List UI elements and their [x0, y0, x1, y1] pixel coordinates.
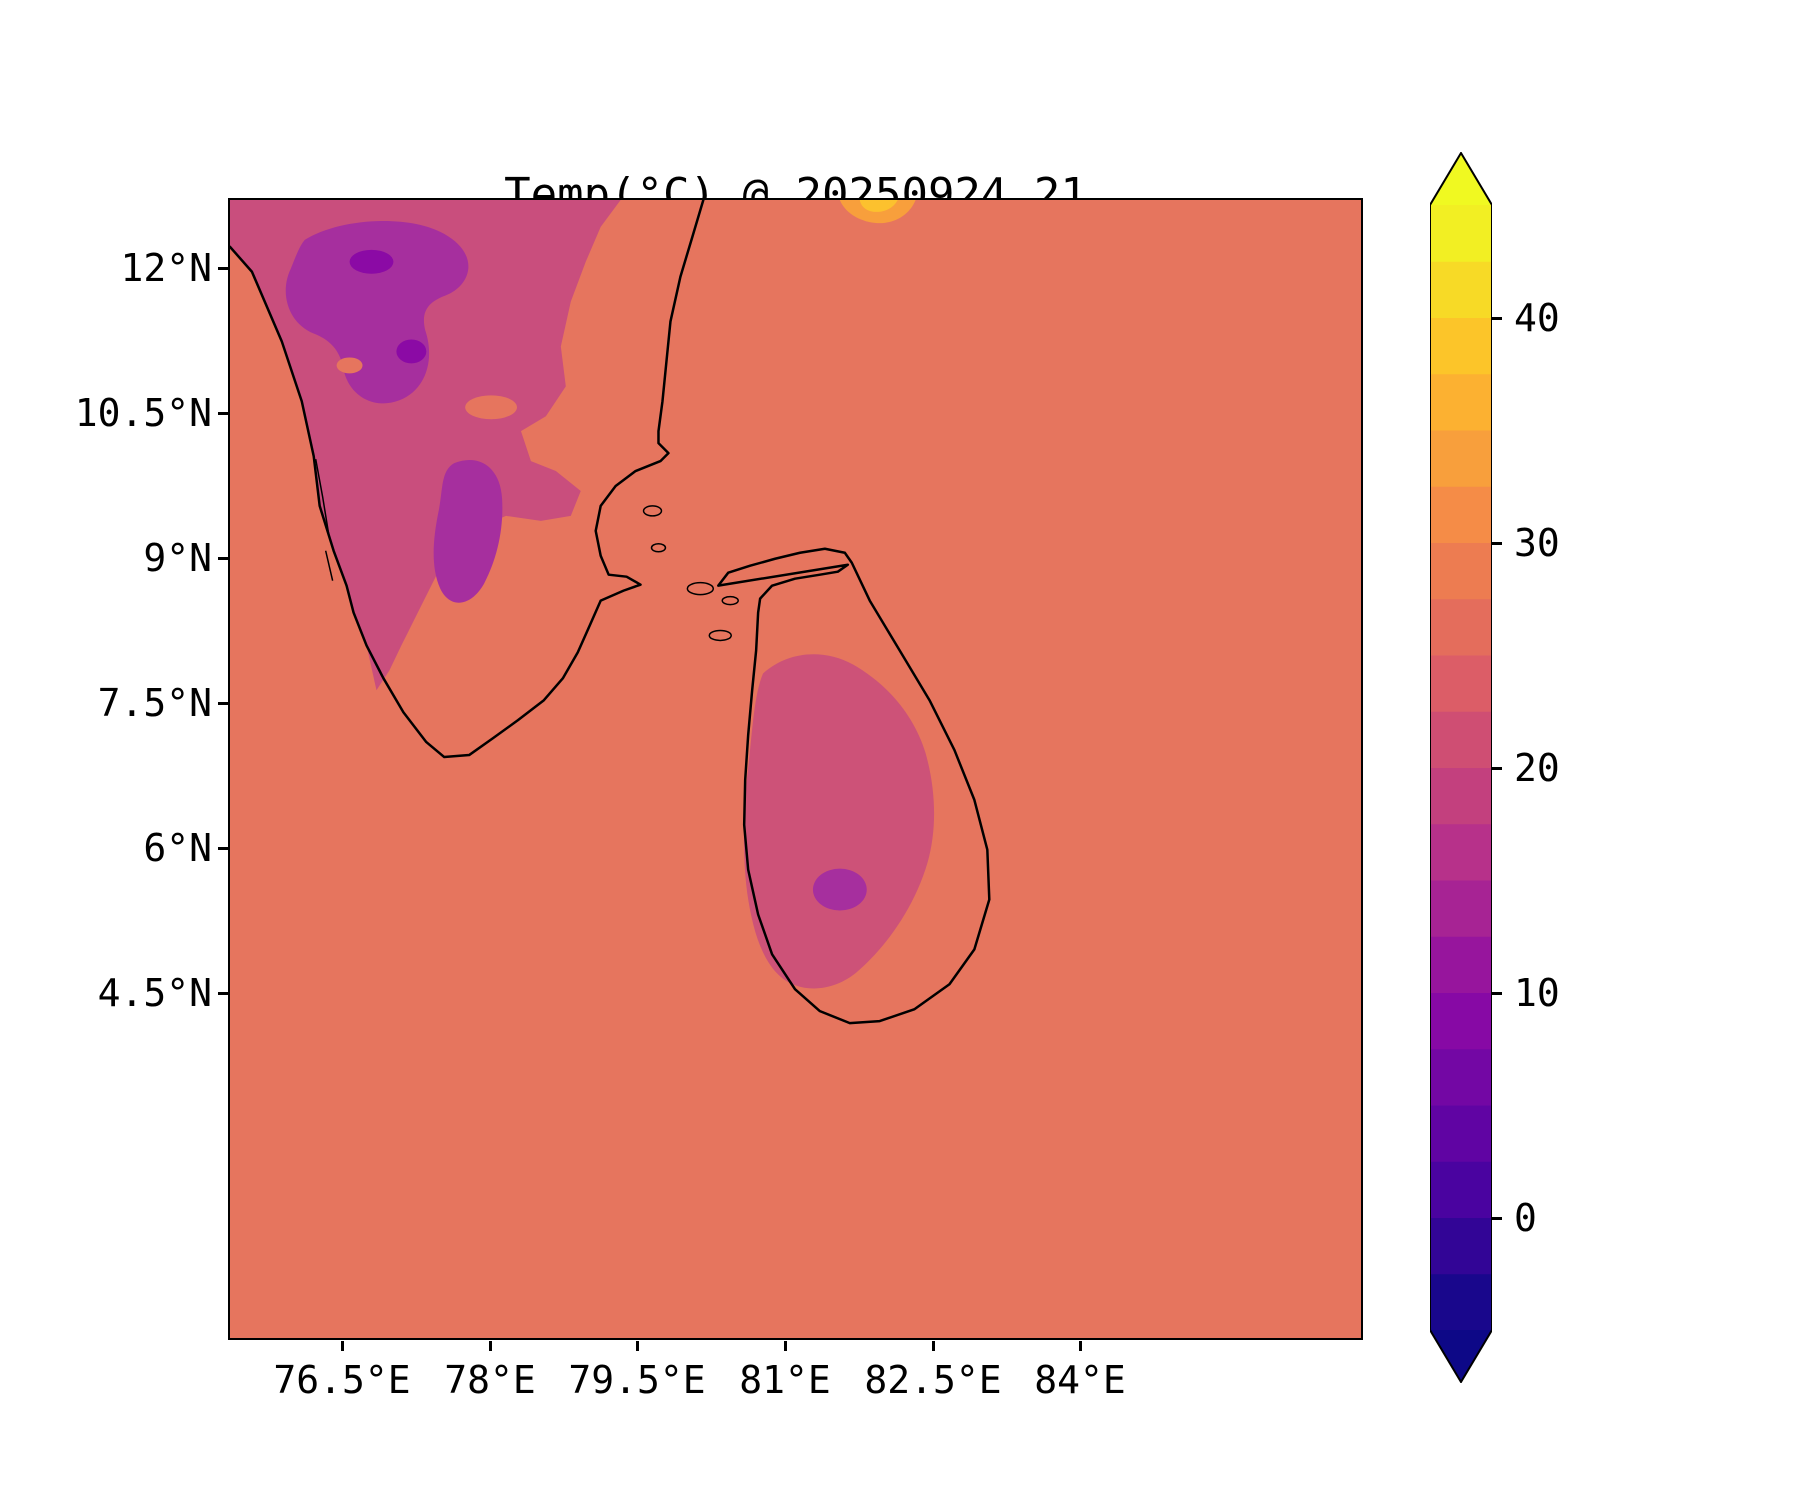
- colorbar-band: [1430, 1217, 1492, 1275]
- colorbar-tick-label: 0: [1514, 1196, 1537, 1240]
- x-tick-mark: [784, 1341, 787, 1351]
- colorbar-outline: [1430, 152, 1492, 1383]
- srilanka-cool-patch: [743, 654, 935, 989]
- x-tick-label: 82.5°E: [864, 1358, 1002, 1402]
- y-tick-label: 4.5°N: [97, 971, 212, 1015]
- island-b: [650, 543, 667, 553]
- kerala-backwaters-line-a: [314, 458, 330, 534]
- colorbar-band: [1430, 880, 1492, 937]
- y-tick-label: 7.5°N: [97, 681, 212, 725]
- x-tick-label: 84°E: [1034, 1358, 1126, 1402]
- colorbar-band: [1430, 542, 1492, 600]
- y-tick-mark: [218, 267, 228, 270]
- india-warm-hole-b: [336, 357, 363, 374]
- colorbar-band: [1430, 767, 1492, 825]
- x-tick-mark: [636, 1341, 639, 1351]
- colorbar-band: [1430, 1048, 1492, 1106]
- colorbar-tick-label: 20: [1514, 746, 1560, 790]
- colorbar-tick-mark: [1492, 992, 1502, 995]
- colorbar-band: [1430, 373, 1492, 431]
- map-plot-area: [228, 198, 1363, 1340]
- srilanka-cold-spot: [812, 868, 867, 911]
- x-tick-mark: [341, 1341, 344, 1351]
- island-a: [642, 505, 663, 517]
- mannar-island: [708, 629, 732, 642]
- x-tick-mark: [1079, 1341, 1082, 1351]
- kerala-backwaters-line-b: [324, 550, 334, 581]
- srilanka-coastline: [717, 547, 991, 1025]
- y-tick-mark: [218, 557, 228, 560]
- y-tick-label: 12°N: [120, 246, 212, 290]
- colorbar-band: [1430, 317, 1492, 375]
- colorbar-tick-label: 30: [1514, 521, 1560, 565]
- colorbar-band: [1430, 486, 1492, 543]
- x-tick-label: 78°E: [444, 1358, 536, 1402]
- colorbar-extend-under-triangle: [1430, 1330, 1492, 1382]
- y-tick-label: 6°N: [143, 826, 212, 870]
- colorbar-tick-mark: [1492, 1217, 1502, 1220]
- temperature-map-svg: [230, 200, 1361, 1338]
- india-cold-blob-south: [433, 460, 503, 603]
- colorbar-extend-over-triangle: [1430, 153, 1492, 205]
- colorbar-band: [1430, 1161, 1492, 1218]
- x-tick-label: 79.5°E: [568, 1358, 706, 1402]
- colorbar: [1430, 152, 1492, 1383]
- colorbar-tick-mark: [1492, 317, 1502, 320]
- y-tick-mark: [218, 847, 228, 850]
- colorbar-band: [1430, 1105, 1492, 1162]
- y-tick-label: 9°N: [143, 536, 212, 580]
- colorbar-bands: [1430, 205, 1492, 1331]
- x-tick-label: 76.5°E: [273, 1358, 411, 1402]
- island-c: [686, 581, 715, 596]
- y-tick-mark: [218, 702, 228, 705]
- colorbar-band: [1430, 261, 1492, 318]
- colorbar-tick-label: 40: [1514, 296, 1560, 340]
- x-tick-mark: [932, 1341, 935, 1351]
- colorbar-tick-label: 10: [1514, 971, 1560, 1015]
- x-tick-label: 81°E: [739, 1358, 831, 1402]
- colorbar-band: [1430, 823, 1492, 881]
- colorbar-band: [1430, 936, 1492, 993]
- y-tick-label: 10.5°N: [74, 391, 212, 435]
- india-coastline: [230, 200, 705, 759]
- colorbar-tick-mark: [1492, 542, 1502, 545]
- y-tick-mark: [218, 992, 228, 995]
- x-tick-mark: [489, 1341, 492, 1351]
- colorbar-band: [1430, 992, 1492, 1050]
- colorbar-band: [1430, 598, 1492, 656]
- india-warm-hole-a: [465, 395, 517, 420]
- colorbar-band: [1430, 430, 1492, 487]
- y-tick-mark: [218, 412, 228, 415]
- colorbar-tick-mark: [1492, 767, 1502, 770]
- north-edge-warm-core: [859, 200, 898, 212]
- colorbar-band: [1430, 1273, 1492, 1331]
- colorbar-band: [1430, 205, 1492, 262]
- colorbar-band: [1430, 655, 1492, 712]
- india-coldest-spot-a: [349, 249, 394, 274]
- colorbar-band: [1430, 711, 1492, 768]
- india-coldest-spot-b: [396, 339, 427, 364]
- island-d: [721, 595, 739, 606]
